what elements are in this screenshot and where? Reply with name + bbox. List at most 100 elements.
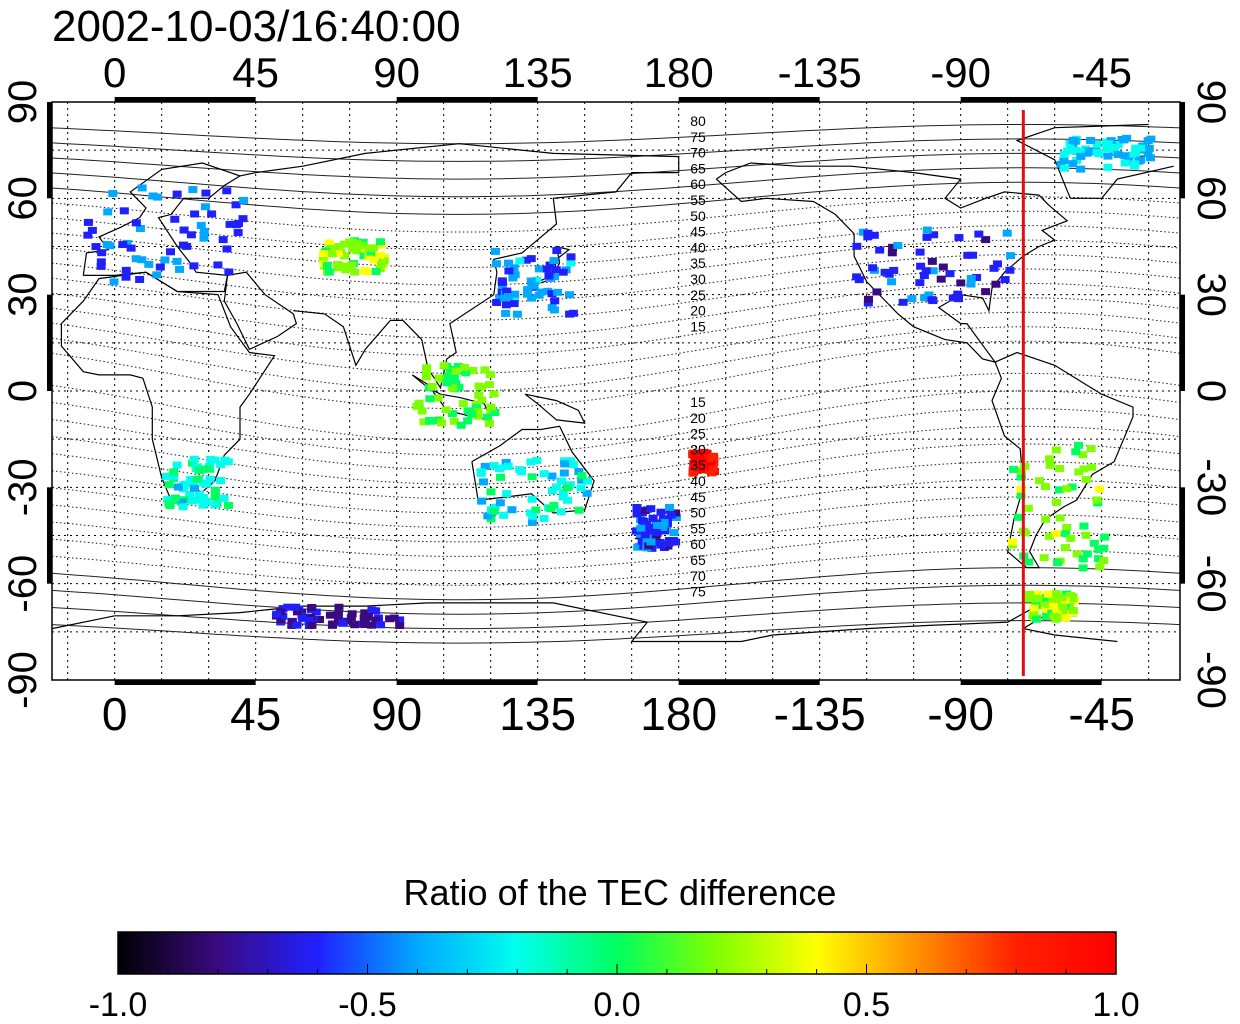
tec-pixel [360,620,370,628]
tec-pixel [1113,151,1123,159]
right-latitude-ticks: 90 60 30 0 -30 -60 -90 [1189,80,1233,709]
tec-pixel [311,608,321,616]
tec-pixel [461,369,471,377]
tec-pixel [953,290,963,298]
tec-pixel [887,278,897,286]
top-longitude-tick-label: 90 [373,49,420,96]
tec-pixel [1076,152,1086,160]
tec-pixel [1143,137,1153,145]
left-latitude-ticks: 90 60 30 0 -30 -60 -90 [1,80,45,709]
tec-pixel [1000,276,1010,284]
geomag-contour [52,297,1180,357]
tec-pixel [927,296,937,304]
tec-pixel [1016,485,1026,493]
tec-pixel [425,395,435,403]
tec-pixel [108,189,118,197]
tec-pixel [189,484,199,492]
geomag-contour [52,254,1180,304]
tec-pixel [1061,530,1071,538]
tec-pixel [1060,544,1070,552]
tec-pixel [501,301,511,309]
tec-pixel [1068,593,1078,601]
tec-pixel [507,506,517,514]
tec-pixel [379,257,389,265]
tec-pixel [377,261,387,269]
tec-pixel [872,288,882,296]
right-latitude-tick-label: 90 [1189,80,1233,125]
tec-pixel [1076,165,1086,173]
tec-pixel [437,419,447,427]
tec-pixel [887,249,897,257]
tec-pixel [451,367,461,375]
tec-pixel [884,270,894,278]
tec-pixel [1058,603,1068,611]
top-longitude-tick-label: 135 [503,49,573,96]
coastline [239,143,680,390]
tec-pixel [888,243,898,251]
tec-pixel [1033,590,1043,598]
tec-pixel [292,608,302,616]
tec-pixel [582,489,592,497]
tec-pixel [148,192,158,200]
tec-pixel [565,291,575,299]
bottom-longitude-tick-label: 90 [371,688,422,740]
tec-pixel [1061,614,1071,622]
tec-pixel [319,250,329,258]
tec-pixel [194,466,204,474]
tec-pixel [1044,455,1054,463]
tec-pixel [186,231,196,239]
tec-pixel [164,500,174,508]
bottom-longitude-ticks: 0 45 90 135 180 -135 -90 -45 [102,688,1135,740]
tec-pixel [565,310,575,318]
tec-pixel [473,412,483,420]
tec-pixel [1047,595,1057,603]
tec-pixel [915,279,925,287]
geomag-contour [52,408,1180,471]
tec-pixel [552,247,562,255]
tec-pixel [966,275,976,283]
tec-pixel [210,456,220,464]
tec-pixel [1102,145,1112,153]
tec-pixel [963,251,973,259]
tec-pixel [1031,615,1041,623]
tec-pixel [447,410,457,418]
tec-pixel [105,242,115,250]
tec-pixel [350,268,360,276]
tec-pixel [170,494,180,502]
tec-pixel [164,481,174,489]
tec-pixel [544,272,554,280]
coastline [1015,123,1174,199]
tec-pixel [315,616,325,624]
tec-pixel [497,278,507,286]
tec-pixel [863,233,873,241]
bottom-longitude-tick-label: 45 [230,688,281,740]
tec-pixel [936,275,946,283]
tec-pixel [1055,514,1065,522]
tec-pixel [1062,523,1072,531]
geomag-label-south: 35 [690,457,706,473]
tec-pixel [504,267,514,275]
tec-pixel [1078,451,1088,459]
tec-pixel [477,497,487,505]
tec-pixel [162,472,172,480]
tec-pixel [318,255,328,263]
geomagnetic-latitude-labels: 8075706560555045403530252015152025303540… [690,113,706,600]
tec-pixel [169,468,179,476]
tec-pixel [574,468,584,476]
tec-pixel [1078,555,1088,563]
tec-pixel [87,226,97,234]
tec-pixel [192,496,202,504]
tec-pixel [549,257,559,265]
tec-pixel [181,480,191,488]
geomag-contour [52,620,1180,644]
tec-pixel [919,272,929,280]
tec-pixel [222,245,232,253]
tec-pixel [576,484,586,492]
tec-pixel [210,501,220,509]
tec-pixel [375,251,385,259]
geomag-contour [52,225,1180,268]
tec-pixel [346,614,356,622]
tec-pixel [924,291,934,299]
tec-pixel [636,524,646,532]
geomag-label-south: 15 [690,394,706,410]
